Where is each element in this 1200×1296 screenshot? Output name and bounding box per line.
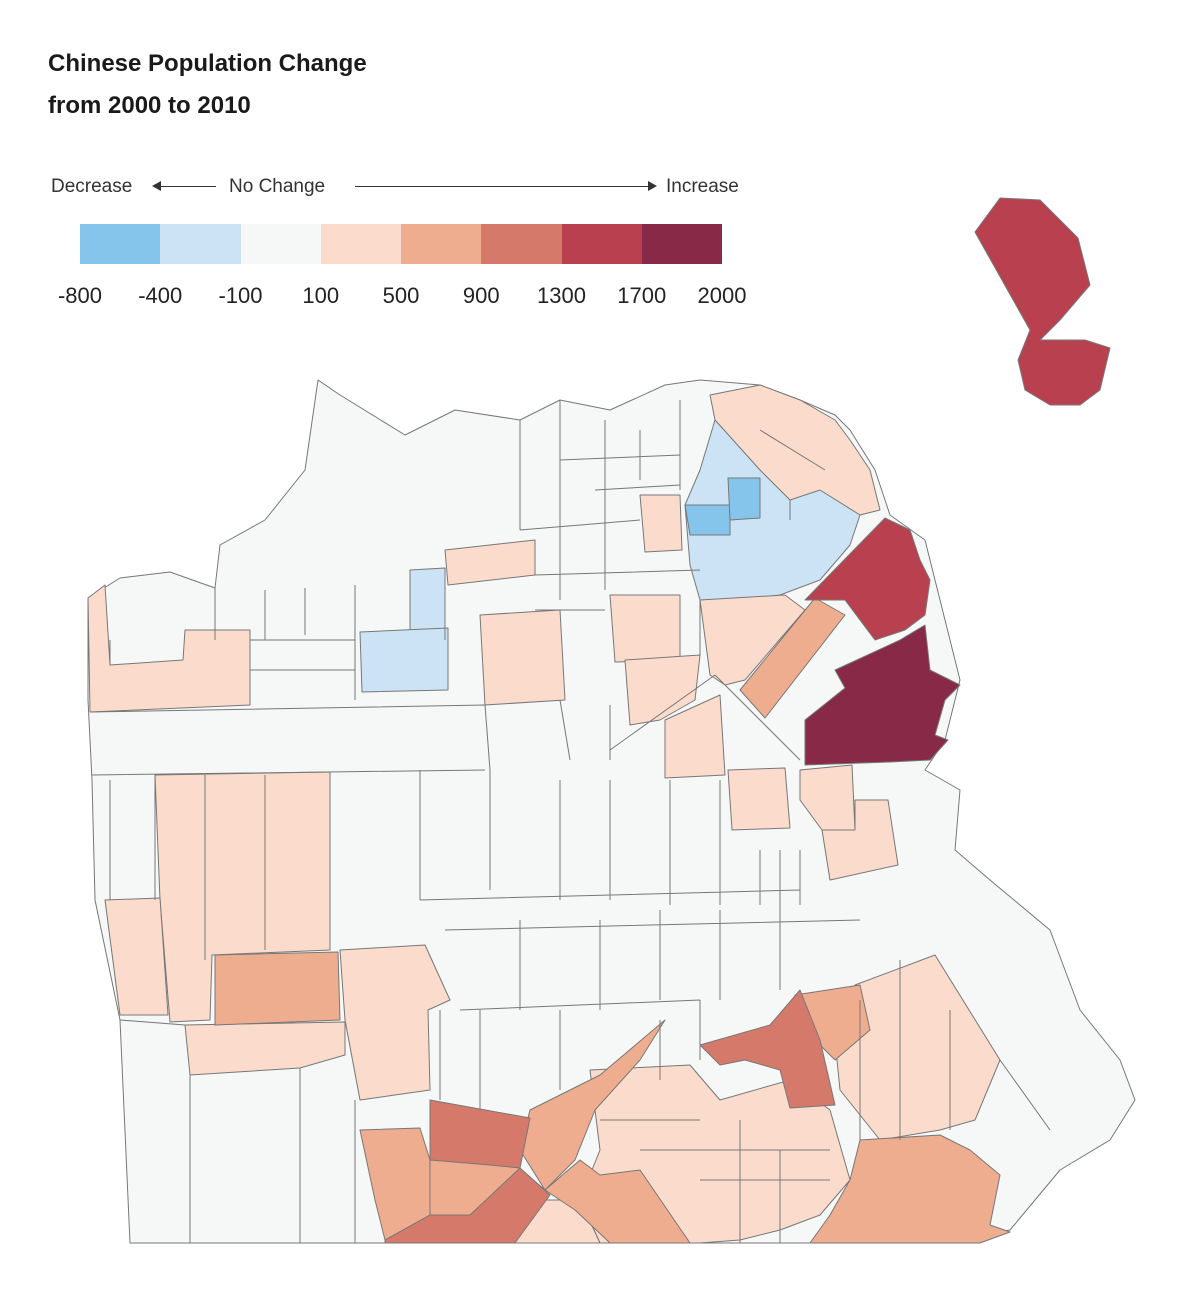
- region-increase-extreme: [804, 624, 961, 766]
- map-title-line-2: from 2000 to 2010: [48, 92, 251, 119]
- region-increase-strong: [429, 1099, 531, 1169]
- region-increase-slight: [104, 897, 169, 1016]
- legend-tick-label: -100: [218, 283, 263, 308]
- legend-tick-label: 100: [302, 283, 340, 308]
- legend-swatch: [80, 224, 161, 264]
- region-increase-strong: [384, 1167, 551, 1244]
- legend-tick-label: -800: [57, 283, 103, 308]
- region-increase-slight: [639, 494, 683, 553]
- legend-right-arrow-icon: [355, 181, 657, 191]
- region-increase-slight: [664, 694, 726, 779]
- region-decrease-mild: [359, 627, 449, 693]
- legend-tick-label: 2000: [697, 283, 747, 308]
- legend-tick-label: -400: [138, 283, 183, 308]
- legend-swatch: [561, 224, 642, 264]
- legend-swatch: [320, 224, 401, 264]
- region-increase-slight: [184, 1021, 346, 1076]
- legend-decrease-label: Decrease: [51, 176, 133, 197]
- tract-boundaries: [89, 400, 1051, 1243]
- region-increase-moderate: [809, 1134, 1011, 1244]
- region-increase-moderate: [739, 597, 846, 719]
- legend-swatch: [481, 224, 562, 264]
- region-increase-moderate: [544, 1159, 691, 1244]
- legend-swatch: [641, 224, 722, 264]
- legend-left-arrow-icon: [152, 181, 216, 191]
- region-treasure-island: [974, 197, 1111, 406]
- legend-increase-label: Increase: [666, 176, 739, 197]
- legend-color-scale: [80, 224, 722, 264]
- legend-tick-label: 900: [462, 283, 500, 308]
- region-decrease-strong: [727, 477, 761, 521]
- legend-swatch: [401, 224, 482, 264]
- region-decrease-strong: [684, 504, 731, 536]
- region-increase-slight: [709, 384, 881, 516]
- legend-swatch: [160, 224, 241, 264]
- region-increase-moderate: [519, 1019, 666, 1191]
- region-increase-slight: [699, 594, 806, 686]
- region-increase-slight: [609, 594, 681, 663]
- region-increase-slight: [339, 944, 451, 1101]
- legend-tick-label: 500: [382, 283, 420, 308]
- region-increase-very-strong: [804, 517, 931, 641]
- region-increase-slight: [479, 609, 566, 706]
- region-increase-slight: [624, 654, 701, 726]
- region-increase-slight: [727, 767, 791, 831]
- region-increase-strong: [699, 989, 836, 1109]
- map-title-line-1: Chinese Population Change: [48, 50, 367, 77]
- region-increase-moderate: [214, 951, 341, 1026]
- legend-no-change-label: No Change: [229, 176, 326, 197]
- legend-swatch: [240, 224, 321, 264]
- legend-tick-label: 1300: [537, 283, 586, 308]
- region-increase-slight: [87, 584, 251, 713]
- region-decrease-mild: [409, 567, 446, 633]
- region-increase-slight: [821, 799, 899, 881]
- legend-tick-label: 1700: [617, 283, 667, 308]
